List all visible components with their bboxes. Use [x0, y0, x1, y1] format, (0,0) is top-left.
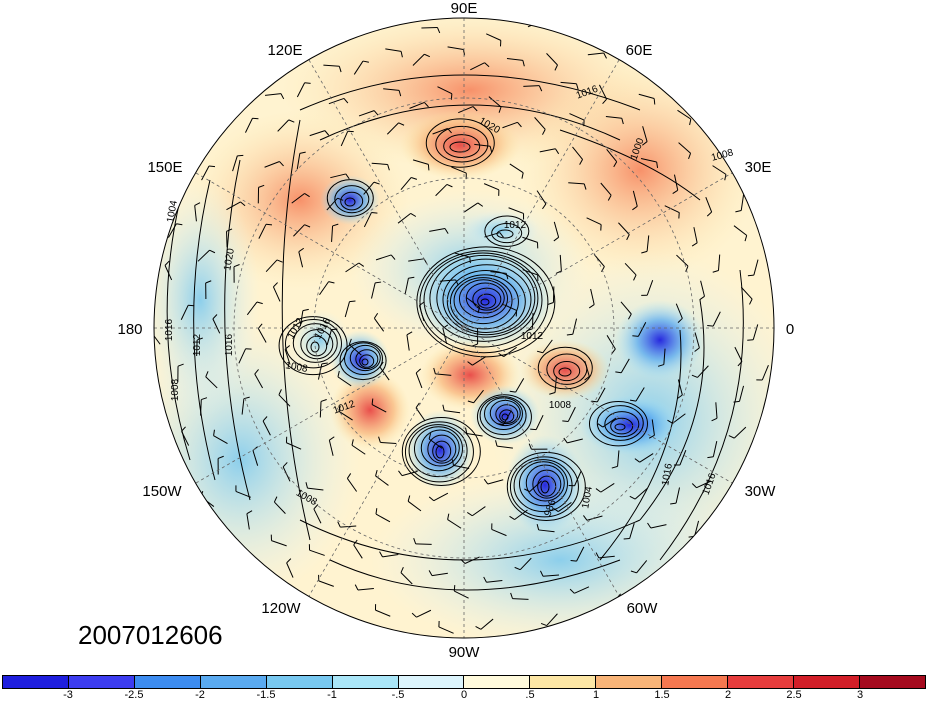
colorbar-segment — [596, 676, 663, 688]
colorbar-tick-label: .5 — [525, 689, 535, 701]
lon-label-120e: 120E — [267, 42, 302, 59]
lon-label-60e: 60E — [626, 42, 653, 59]
anomaly-field — [154, 18, 774, 638]
lon-label-150e: 150E — [147, 159, 182, 176]
colorbar-segment — [3, 676, 69, 688]
lon-label-120w: 120W — [261, 600, 301, 617]
colorbar-tick-label: 2.5 — [786, 689, 802, 701]
lon-label-30w: 30W — [745, 483, 777, 500]
lon-label-90w: 90W — [449, 644, 481, 661]
colorbar-segment — [332, 676, 399, 688]
colorbar-segment — [266, 676, 333, 688]
colorbar-tick-label: -2.5 — [124, 689, 144, 701]
colorbar-tick-label: -1.5 — [256, 689, 276, 701]
colorbar-segment — [859, 676, 925, 688]
colorbar-tick-label: 3 — [856, 689, 864, 701]
colorbar-segment — [68, 676, 135, 688]
graticule — [154, 18, 774, 638]
colorbar-segment — [530, 676, 597, 688]
pressure-contours — [166, 74, 744, 591]
contour-label: 1008 — [170, 378, 181, 401]
map-boundary — [153, 17, 775, 639]
contour-label: 1020 — [222, 247, 237, 271]
colorbar-tick-label: 0 — [460, 689, 468, 701]
lon-label-0: 0 — [786, 321, 794, 338]
colorbar-segment — [728, 676, 795, 688]
colorbar-tick-label: 1.5 — [654, 689, 670, 701]
contour-label: 1016 — [224, 333, 235, 356]
colorbar-tick-label: -2 — [195, 689, 205, 701]
colorbar-segment — [464, 676, 531, 688]
lon-label-150w: 150W — [142, 483, 182, 500]
colorbar-tick-label: -1 — [327, 689, 337, 701]
colorbar-tick-label: 2 — [724, 689, 732, 701]
contour-label: 1012 — [504, 220, 527, 231]
colorbar-segment — [134, 676, 201, 688]
colorbar-segment — [200, 676, 267, 688]
colorbar-segment — [662, 676, 729, 688]
lon-label-30e: 30E — [745, 159, 772, 176]
lon-label-90e: 90E — [451, 0, 478, 17]
longitude-labels: 90E 60E 30E 0 30W 60W 90W 120W 150W 180 … — [117, 0, 794, 661]
colorbar-tick-label: -3 — [63, 689, 73, 701]
colorbar-tick-label: 1 — [592, 689, 600, 701]
colorbar-segment — [794, 676, 860, 688]
colorbar-labels: -3 -2.5 -2 -1.5 -1 -.5 0 .5 1 1.5 2 2.5 3 — [2, 689, 926, 702]
colorbar-tick-label: -.5 — [391, 689, 405, 701]
contour-label: 1008 — [549, 400, 572, 411]
colorbar — [2, 675, 926, 689]
contour-label: 1016 — [660, 462, 675, 486]
lon-label-60w: 60W — [627, 600, 659, 617]
contour-label: 1012 — [521, 331, 544, 342]
lon-label-180: 180 — [117, 321, 142, 338]
colorbar-segment — [398, 676, 465, 688]
contour-label: 1008 — [285, 360, 309, 375]
timestamp-label: 2007012606 — [78, 620, 223, 650]
contour-label: 1012 — [192, 333, 203, 356]
contour-label: 1004 — [580, 485, 595, 509]
contour-label: 1004 — [165, 199, 180, 223]
contour-label: 1016 — [164, 318, 175, 341]
